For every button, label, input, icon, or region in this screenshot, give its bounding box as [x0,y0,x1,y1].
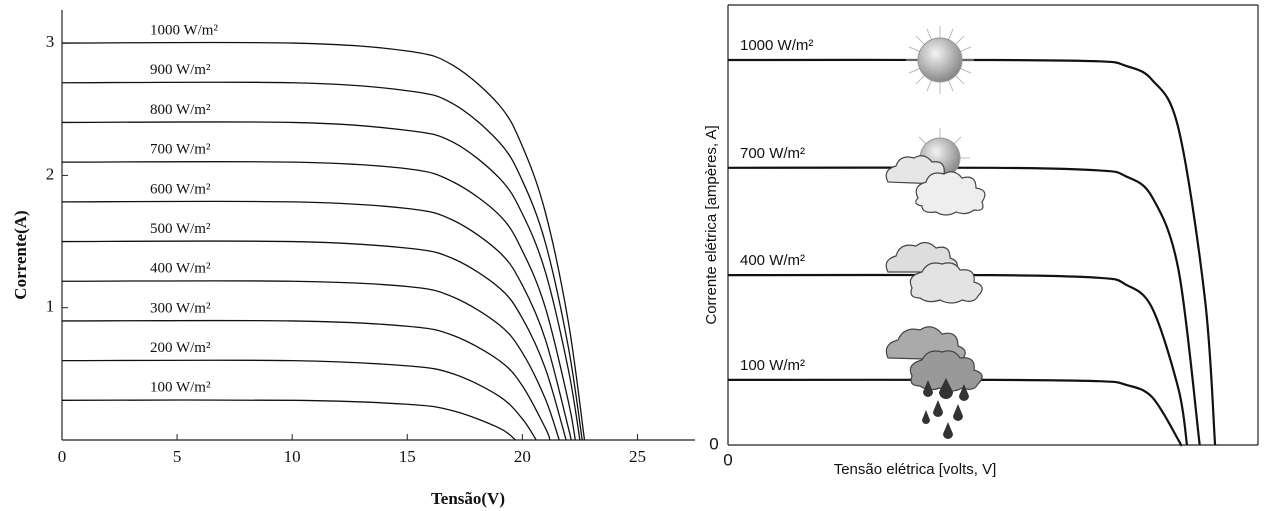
series-label: 400 W/m² [740,252,805,269]
y-tick-label: 3 [46,32,55,51]
iv-curve [61,200,572,441]
iv-curve [61,81,583,441]
iv-curve [61,240,567,441]
x-tick-label: 15 [399,447,416,466]
y-axis-label: Corrente(A) [11,210,30,299]
series-label: 500 W/m² [150,221,211,237]
series-label: 800 W/m² [150,102,211,118]
weather-icons [885,26,986,439]
series-label: 700 W/m² [150,142,211,158]
x-tick-label: 0 [723,450,732,469]
iv-curve [727,273,1189,446]
iv-curve [61,41,586,441]
series-label: 200 W/m² [150,340,211,356]
iv-curve [61,359,537,441]
iv-curve [727,378,1183,447]
x-tick-label: 10 [284,447,301,466]
series-label: 1000 W/m² [150,23,218,39]
series-label: 1000 W/m² [740,37,813,54]
series-label: 400 W/m² [150,261,211,277]
cloud-icons [885,155,986,392]
iv-curve [61,399,516,441]
series-label: 900 W/m² [150,62,211,78]
x-tick-label: 5 [173,447,182,466]
x-tick-label: 20 [514,447,531,466]
iv-curve [61,280,560,441]
series-label: 100 W/m² [740,357,805,374]
x-axis-label: Tensão(V) [431,489,505,508]
iv-curve [61,319,551,441]
y-axis-label: Corrente elétrica [ampères, A] [703,125,720,324]
y-tick-label: 2 [46,164,55,183]
x-axis-label: Tensão elétrica [volts, V] [834,461,997,478]
iv-curve [61,121,581,441]
right-chart: Tensão elétrica [volts, V] Corrente elét… [703,4,1259,478]
x-tick-label: 25 [629,447,646,466]
y-tick-label: 0 [709,434,718,453]
series-label: 600 W/m² [150,181,211,197]
rain-drops [922,378,969,439]
series-label: 300 W/m² [150,300,211,316]
x-tick-label: 0 [58,447,67,466]
iv-curve [61,161,576,441]
series-label: 100 W/m² [150,380,211,396]
left-chart: Tensão(V) Corrente(A) 0 5 10 15 20 25 1 2 3 1000 … [11,10,695,508]
series-label: 700 W/m² [740,145,805,162]
y-tick-label: 1 [46,297,55,316]
